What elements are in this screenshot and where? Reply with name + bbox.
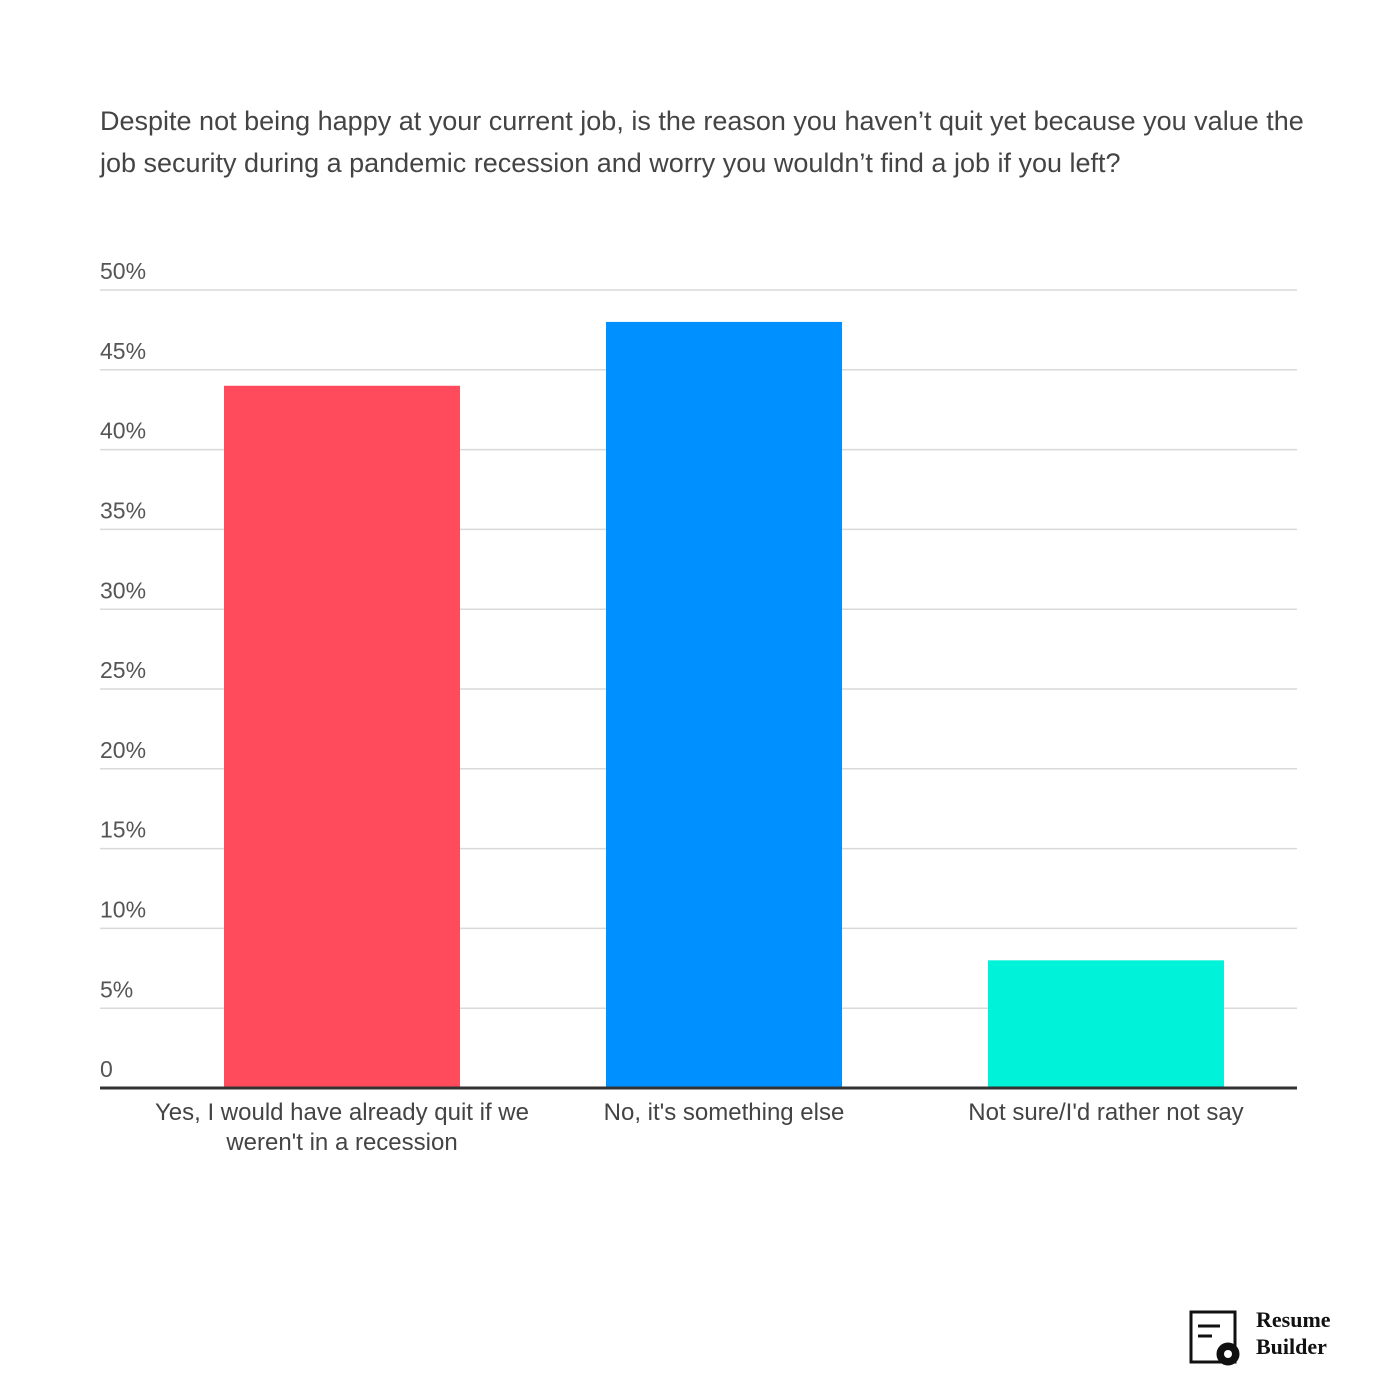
y-tick-label: 20% bbox=[100, 737, 146, 763]
bar bbox=[224, 385, 460, 1088]
y-tick-label: 35% bbox=[100, 497, 146, 523]
y-tick-label: 10% bbox=[100, 896, 146, 922]
y-tick-label: 5% bbox=[100, 976, 133, 1002]
y-tick-label: 15% bbox=[100, 817, 146, 843]
x-tick-label: No, it's something else bbox=[603, 1099, 845, 1126]
bar bbox=[606, 321, 842, 1088]
y-tick-label: 25% bbox=[100, 657, 146, 683]
y-tick-label: 50% bbox=[100, 258, 146, 284]
logo-icon bbox=[1189, 1310, 1240, 1366]
y-tick-label: 30% bbox=[100, 577, 146, 603]
y-tick-label: 45% bbox=[100, 338, 146, 364]
y-tick-label: 0 bbox=[100, 1056, 113, 1082]
chart-title: Despite not being happy at your current … bbox=[100, 106, 1304, 178]
x-tick-label: Not sure/I'd rather not say bbox=[968, 1099, 1244, 1126]
y-tick-label: 40% bbox=[100, 418, 146, 444]
logo-text: Resume Builder bbox=[1256, 1307, 1331, 1359]
bar bbox=[988, 960, 1224, 1088]
x-tick-label: Yes, I would have already quit if we wer… bbox=[154, 1099, 529, 1156]
